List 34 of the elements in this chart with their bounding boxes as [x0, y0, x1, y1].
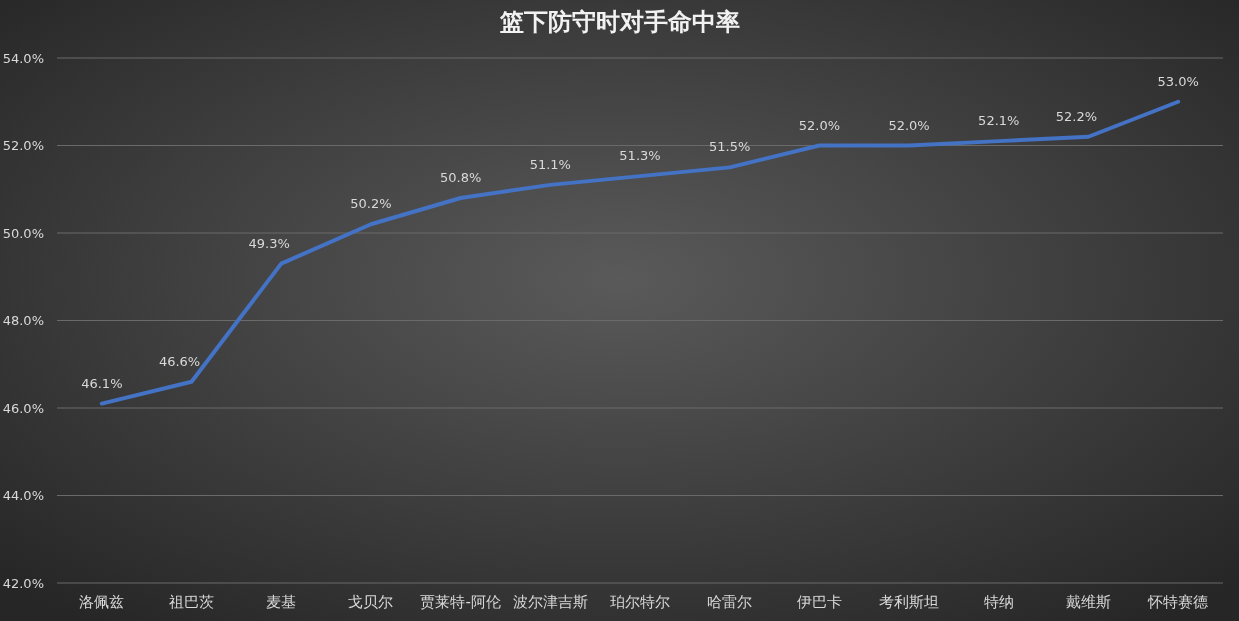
x-tick-label: 麦基: [266, 593, 297, 611]
x-tick-label: 洛佩兹: [79, 593, 125, 611]
data-label: 52.2%: [1055, 108, 1098, 124]
data-label: 52.0%: [798, 117, 841, 133]
data-label: 53.0%: [1157, 73, 1199, 89]
x-tick-label: 考利斯坦: [879, 593, 940, 611]
data-label: 51.3%: [619, 148, 661, 164]
data-label: 49.3%: [248, 235, 290, 251]
data-label: 50.8%: [439, 170, 482, 185]
y-tick-label: 52.0%: [2, 138, 44, 154]
x-tick-label: 珀尔特尔: [610, 593, 670, 611]
y-tick-label: 48.0%: [2, 313, 44, 329]
x-tick-label: 哈雷尔: [707, 593, 753, 611]
x-tick-label: 祖巴茨: [169, 593, 215, 611]
chart-title: 篮下防守时对手命中率: [498, 8, 740, 36]
x-tick-label: 贾莱特-阿伦: [420, 593, 501, 611]
x-tick-label: 戴维斯: [1065, 593, 1111, 611]
data-label: 46.6%: [158, 353, 201, 369]
data-label: 46.1%: [81, 375, 123, 391]
x-tick-label: 怀特赛德: [1147, 593, 1209, 611]
y-tick-label: 44.0%: [2, 488, 44, 504]
x-tick-label: 戈贝尔: [348, 593, 394, 611]
x-tick-label: 伊巴卡: [796, 593, 842, 611]
data-label: 51.5%: [709, 139, 751, 155]
data-label: 52.1%: [978, 113, 1020, 129]
x-tick-label: 波尔津吉斯: [512, 593, 588, 611]
x-tick-label: 特纳: [983, 593, 1014, 611]
y-tick-label: 50.0%: [2, 225, 44, 241]
data-label: 51.1%: [529, 156, 571, 172]
y-tick-label: 54.0%: [2, 50, 44, 66]
y-tick-label: 46.0%: [2, 400, 44, 416]
y-tick-label: 42.0%: [2, 575, 44, 591]
data-label: 50.2%: [350, 196, 392, 212]
data-label: 52.0%: [888, 117, 930, 133]
